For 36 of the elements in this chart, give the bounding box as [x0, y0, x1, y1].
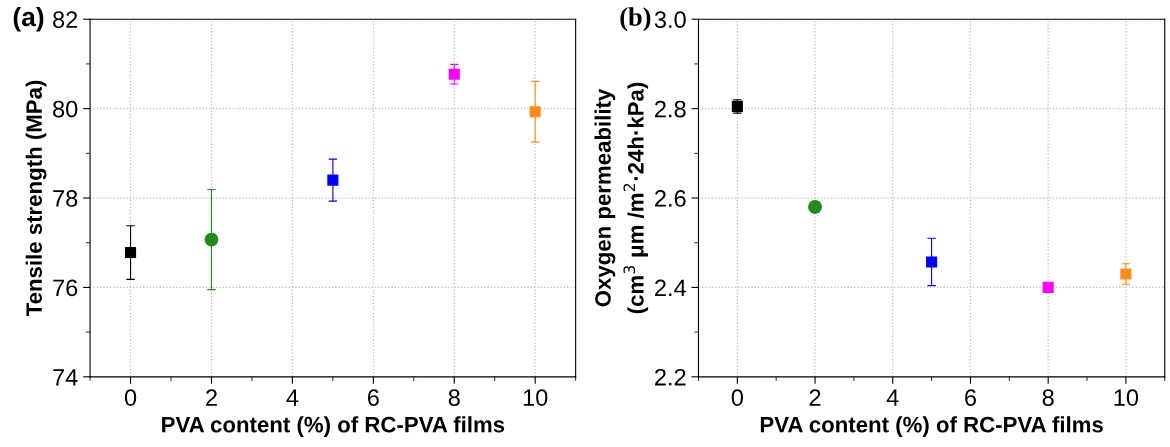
- x-tick-label: 2: [206, 389, 217, 406]
- point: [1120, 268, 1132, 280]
- point: [1042, 281, 1054, 293]
- point: [529, 106, 541, 118]
- y-tick-label: 82: [53, 11, 78, 29]
- y-tick-label: 2.4: [655, 279, 686, 296]
- chart-title: (b): [620, 7, 651, 32]
- y-axis-title: Oxygen permeability (cm$^{3}$ μm /m$^{2}$·24h·kPa): [594, 82, 649, 314]
- x-tick-label: 8: [448, 389, 460, 406]
- x-tick-label: 6: [367, 389, 379, 406]
- y-tick-label: 2.6: [655, 190, 686, 207]
- y-tick-label: 80: [53, 100, 78, 118]
- y-tick-label: 2.8: [655, 100, 686, 118]
- y-tick-label: 76: [53, 279, 78, 297]
- y-tick-label: 74: [53, 369, 78, 386]
- x-tick-label: 8: [1042, 389, 1054, 406]
- x-axis-title: PVA content (%) of RC-PVA films: [162, 416, 505, 437]
- chart-title: (a): [13, 6, 44, 32]
- x-tick-label: 2: [809, 389, 821, 406]
- x-tick-label: 4: [886, 389, 899, 406]
- x-axis-title: PVA content (%) of RC-PVA films: [760, 416, 1103, 437]
- x-tick-label: 6: [965, 389, 976, 406]
- x-tick-label: 0: [124, 389, 137, 406]
- point: [124, 246, 137, 259]
- point: [327, 174, 339, 186]
- y-tick-label: 2.2: [655, 368, 686, 386]
- x-tick-label: 0: [731, 389, 743, 406]
- y-tick-label: 3.0: [654, 11, 686, 29]
- point: [926, 256, 938, 268]
- y-tick-label: 78: [53, 190, 78, 207]
- x-tick-label: 4: [286, 389, 299, 406]
- point: [448, 68, 460, 80]
- x-tick-label: 10: [523, 389, 548, 406]
- point: [204, 232, 219, 247]
- x-tick-label: 10: [1114, 389, 1139, 406]
- y-axis-title: Tensile strength (MPa): [25, 80, 47, 317]
